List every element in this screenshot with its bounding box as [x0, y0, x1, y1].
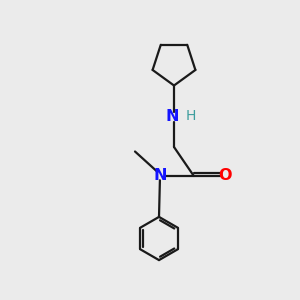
- Text: H: H: [185, 109, 196, 122]
- Text: N: N: [166, 110, 179, 124]
- Text: N: N: [154, 168, 167, 183]
- Text: O: O: [218, 168, 232, 183]
